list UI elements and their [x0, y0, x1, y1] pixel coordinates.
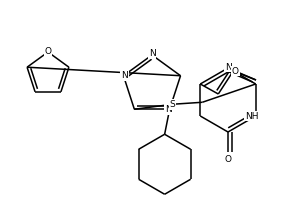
Text: N: N: [165, 105, 172, 114]
Text: N: N: [121, 71, 128, 80]
Text: NH: NH: [245, 112, 259, 120]
Text: S: S: [169, 100, 175, 109]
Text: O: O: [232, 66, 239, 75]
Text: O: O: [224, 156, 232, 164]
Text: O: O: [44, 46, 52, 55]
Text: N: N: [225, 62, 231, 72]
Text: N: N: [148, 49, 155, 58]
